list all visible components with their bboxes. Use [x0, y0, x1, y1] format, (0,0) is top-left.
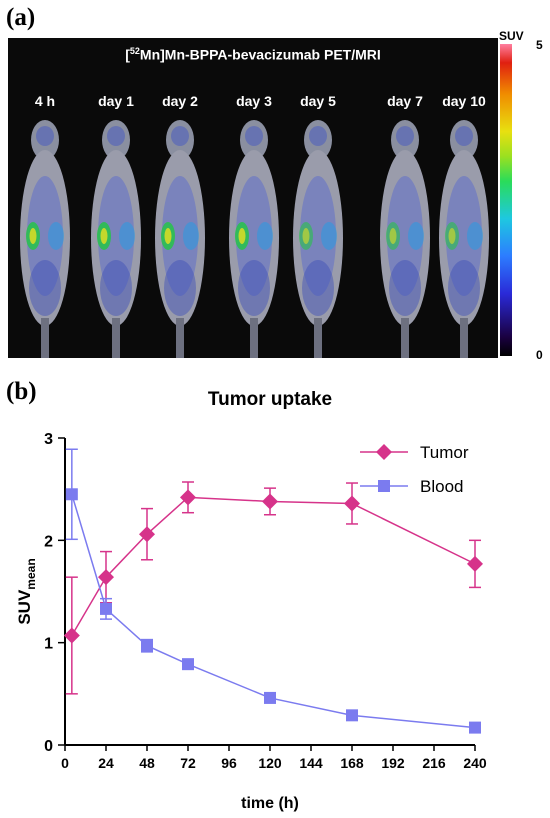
mouse-pet-image — [229, 120, 279, 358]
x-tick-label: 120 — [258, 755, 282, 771]
data-point-blood — [65, 488, 78, 501]
mouse-pet-image — [293, 120, 343, 358]
colorbar-label: SUV — [499, 29, 524, 43]
y-tick-label: 2 — [44, 533, 53, 550]
x-tick-label: 24 — [98, 755, 114, 771]
y-axis-label-sub: mean — [24, 558, 38, 589]
legend-label: Blood — [420, 477, 463, 496]
x-tick-label: 192 — [381, 755, 405, 771]
mouse-pet-image — [380, 120, 430, 358]
timepoint-label: 4 h — [34, 93, 56, 109]
x-axis-label: time (h) — [241, 795, 299, 812]
data-point-tumor — [344, 495, 360, 512]
colorbar-max-label: 5 — [536, 38, 543, 52]
x-tick-label: 216 — [422, 755, 446, 771]
series-line-tumor — [71, 496, 476, 636]
mouse-pet-image — [439, 120, 489, 358]
mouse-pet-image — [155, 120, 205, 358]
data-point-tumor — [139, 526, 155, 543]
data-point-blood — [469, 721, 481, 734]
x-tick-label: 144 — [299, 755, 323, 771]
chart-title: Tumor uptake — [208, 389, 332, 410]
data-point-blood — [141, 639, 153, 652]
timepoint-label: day 5 — [300, 93, 336, 109]
mouse-pet-image — [20, 120, 70, 358]
data-point-blood — [182, 658, 194, 671]
data-point-tumor — [98, 569, 114, 586]
y-axis-label: SUVmean — [15, 558, 38, 624]
data-point-tumor — [180, 489, 196, 506]
pet-image-title: [52Mn]Mn-BPPA-bevacizumab PET/MRI — [125, 46, 381, 63]
tumor-uptake-chart: Tumor uptake 0 24 48 72 96 120 144 168 192 216 240 0… — [15, 389, 487, 812]
legend-marker — [378, 480, 390, 492]
timepoint-label: day 2 — [162, 93, 198, 109]
data-point-blood — [264, 691, 276, 704]
data-point-blood — [100, 602, 112, 615]
timepoint-label: day 7 — [387, 93, 423, 109]
legend-label: Tumor — [420, 443, 469, 462]
pet-mri-image-panel: [52Mn]Mn-BPPA-bevacizumab PET/MRI 4 h day… — [8, 38, 498, 358]
panel-a-label: (a) — [6, 4, 36, 31]
data-point-tumor — [63, 627, 80, 644]
suv-colorbar — [500, 44, 512, 356]
y-tick-label: 1 — [44, 636, 53, 653]
x-tick-label: 72 — [180, 755, 196, 771]
y-tick-label: 0 — [44, 738, 53, 755]
timepoint-label: day 1 — [98, 93, 134, 109]
data-point-blood — [346, 709, 358, 722]
timepoint-label: day 3 — [236, 93, 272, 109]
data-point-tumor — [467, 555, 483, 572]
x-tick-label: 48 — [139, 755, 155, 771]
y-tick-label: 3 — [44, 431, 53, 448]
x-tick-label: 0 — [61, 755, 69, 771]
y-axis-label-main: SUV — [15, 589, 34, 625]
timepoint-label: day 10 — [442, 93, 486, 109]
legend-marker — [376, 444, 392, 460]
data-point-tumor — [262, 493, 278, 510]
colorbar-min-label: 0 — [536, 348, 543, 362]
mouse-pet-image — [91, 120, 141, 358]
panel-b-label: (b) — [6, 378, 37, 405]
x-tick-label: 240 — [463, 755, 487, 771]
x-tick-label: 168 — [340, 755, 364, 771]
x-tick-label: 96 — [221, 755, 237, 771]
